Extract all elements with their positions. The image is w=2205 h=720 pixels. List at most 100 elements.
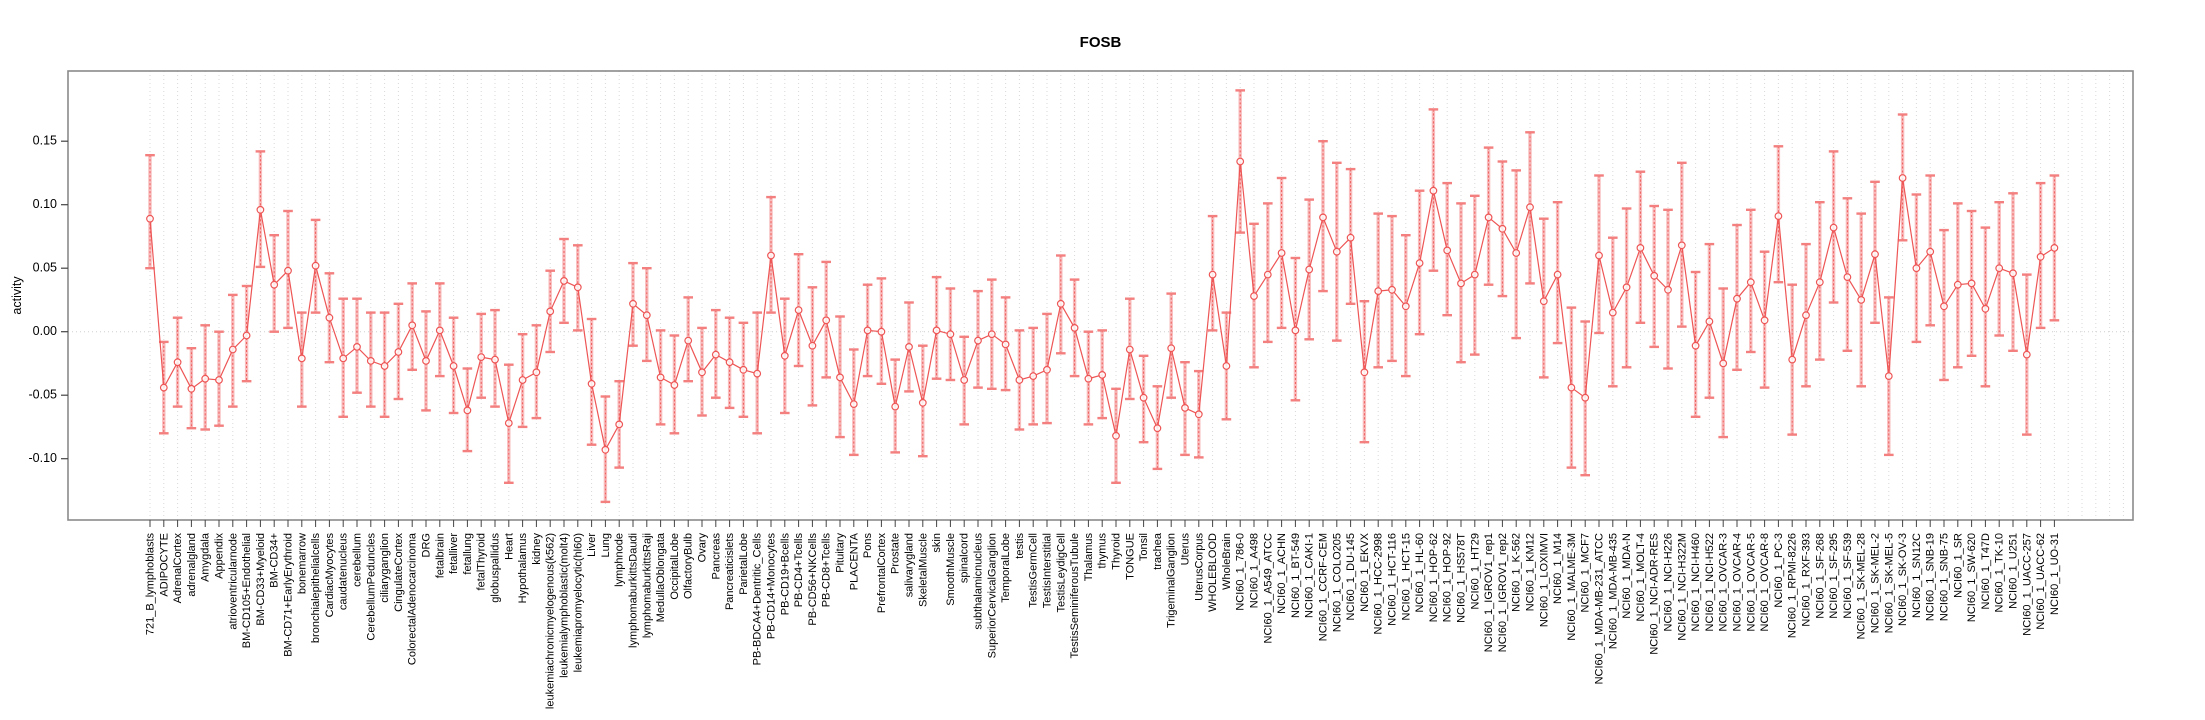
svg-text:SkeletalMuscle: SkeletalMuscle xyxy=(917,533,929,607)
data-point xyxy=(1194,410,1203,419)
svg-text:0.15: 0.15 xyxy=(33,133,57,147)
data-point xyxy=(918,398,927,407)
data-point xyxy=(1774,212,1783,221)
data-point xyxy=(1622,283,1631,292)
svg-text:TONGUE: TONGUE xyxy=(1124,533,1136,580)
data-point xyxy=(201,374,210,383)
svg-text:skin: skin xyxy=(931,533,943,553)
svg-text:CerebellumPeduncles: CerebellumPeduncles xyxy=(365,533,377,641)
data-point xyxy=(1070,324,1079,332)
svg-text:spinalcord: spinalcord xyxy=(959,533,971,583)
svg-text:globuspallidus: globuspallidus xyxy=(490,533,502,603)
svg-text:Heart: Heart xyxy=(503,533,515,560)
data-point xyxy=(1332,247,1341,256)
data-point xyxy=(684,336,693,345)
svg-text:NCI60_1_MDA-MB-435: NCI60_1_MDA-MB-435 xyxy=(1607,533,1619,649)
svg-text:PB-CD4+Tcells: PB-CD4+Tcells xyxy=(793,533,805,608)
svg-text:NCI60_1_U251: NCI60_1_U251 xyxy=(2008,533,2020,609)
data-point xyxy=(1015,376,1024,384)
svg-text:NCI60_1_UACC-62: NCI60_1_UACC-62 xyxy=(2035,533,2047,630)
svg-text:NCI60_1_LOXIMVI: NCI60_1_LOXIMVI xyxy=(1538,533,1550,627)
data-point xyxy=(1112,431,1120,440)
data-point xyxy=(1139,393,1148,402)
data-point xyxy=(1664,285,1672,294)
svg-text:NCI60_1_HT29: NCI60_1_HT29 xyxy=(1469,533,1481,609)
data-point xyxy=(1470,270,1479,279)
y-axis-ticks xyxy=(61,140,68,460)
svg-text:SuperiorCervicalGanglion: SuperiorCervicalGanglion xyxy=(986,533,998,658)
data-point xyxy=(725,358,734,367)
svg-text:NCI60_1_SF-295: NCI60_1_SF-295 xyxy=(1828,533,1840,619)
svg-text:NCI60_1_UO-31: NCI60_1_UO-31 xyxy=(2049,533,2061,615)
data-point xyxy=(1733,294,1741,303)
data-point xyxy=(228,345,237,354)
svg-text:kidney: kidney xyxy=(531,533,543,565)
data-point xyxy=(891,402,900,411)
svg-text:NCI60_1_PC-3: NCI60_1_PC-3 xyxy=(1773,533,1785,608)
data-point xyxy=(1912,264,1921,273)
data-point xyxy=(1595,251,1603,260)
svg-text:atrioventricularnode: atrioventricularnode xyxy=(227,533,239,630)
data-point xyxy=(1553,270,1562,279)
data-point xyxy=(284,266,292,275)
svg-text:NCI60_1_CAKI-1: NCI60_1_CAKI-1 xyxy=(1304,533,1316,618)
svg-text:Ovary: Ovary xyxy=(697,533,709,563)
svg-text:Pons: Pons xyxy=(862,533,874,559)
data-point xyxy=(1746,278,1755,287)
data-point xyxy=(932,326,941,335)
data-point xyxy=(1940,302,1948,311)
svg-text:thymus: thymus xyxy=(1097,533,1109,569)
data-point xyxy=(1691,341,1700,350)
svg-text:NCI60_1_BT-549: NCI60_1_BT-549 xyxy=(1290,533,1302,618)
data-point xyxy=(1898,174,1907,182)
data-point xyxy=(1815,278,1824,287)
data-point xyxy=(739,365,748,374)
svg-text:Thyroid: Thyroid xyxy=(1111,533,1123,570)
data-point xyxy=(1443,246,1452,255)
svg-text:NCI60_1_T47D: NCI60_1_T47D xyxy=(1980,533,1992,609)
data-point xyxy=(849,400,858,409)
data-point xyxy=(1760,316,1769,325)
svg-text:Pituitary: Pituitary xyxy=(835,533,847,573)
svg-text:NCI60_1_SK-OV-3: NCI60_1_SK-OV-3 xyxy=(1897,533,1909,626)
svg-text:Pancreaticislets: Pancreaticislets xyxy=(724,533,736,611)
svg-text:testis: testis xyxy=(1014,533,1026,559)
data-point xyxy=(491,355,499,364)
svg-text:TestisGermCell: TestisGermCell xyxy=(1028,533,1040,608)
svg-text:Amygdala: Amygdala xyxy=(200,532,212,582)
data-point xyxy=(1829,223,1838,232)
data-point xyxy=(1029,372,1038,381)
svg-text:bonemarrow: bonemarrow xyxy=(296,533,308,594)
svg-text:Liver: Liver xyxy=(586,533,598,557)
data-points xyxy=(146,157,2059,454)
svg-text:PrefrontalCortex: PrefrontalCortex xyxy=(876,533,888,614)
svg-text:BM-CD34+: BM-CD34+ xyxy=(269,533,281,588)
svg-text:NCI60_1_RXF-393: NCI60_1_RXF-393 xyxy=(1801,533,1813,627)
svg-text:SmoothMuscle: SmoothMuscle xyxy=(945,533,957,606)
data-point xyxy=(1581,393,1590,402)
svg-text:Appendix: Appendix xyxy=(214,533,226,579)
data-point xyxy=(1277,249,1286,257)
data-point xyxy=(1291,326,1300,335)
svg-text:NCI60_1_RPMI-8226: NCI60_1_RPMI-8226 xyxy=(1787,533,1799,638)
data-point xyxy=(173,358,182,367)
svg-text:NCI60_1_SNB-75: NCI60_1_SNB-75 xyxy=(1939,533,1951,621)
svg-text:salivarygland: salivarygland xyxy=(904,533,916,597)
data-point xyxy=(1788,355,1797,364)
svg-text:NCI60_1_NCI-H226: NCI60_1_NCI-H226 xyxy=(1663,533,1675,631)
svg-text:NCI60_1_SK-MEL-28: NCI60_1_SK-MEL-28 xyxy=(1856,533,1868,639)
data-point xyxy=(2022,350,2031,359)
svg-text:721_B_lymphoblasts: 721_B_lymphoblasts xyxy=(145,533,157,636)
svg-text:Pancreas: Pancreas xyxy=(710,533,722,580)
data-point xyxy=(366,357,375,365)
data-point xyxy=(946,330,955,339)
data-point xyxy=(615,420,624,429)
data-point xyxy=(960,376,969,384)
svg-text:NCI60_1_HS578T: NCI60_1_HS578T xyxy=(1456,533,1468,623)
svg-text:subthalamicnucleus: subthalamicnucleus xyxy=(973,533,985,630)
x-axis-ticks xyxy=(149,520,2055,527)
data-point xyxy=(242,331,251,340)
svg-text:lymphomaburkittsRaji: lymphomaburkittsRaji xyxy=(641,533,653,638)
svg-text:fetalliver: fetalliver xyxy=(448,533,460,574)
